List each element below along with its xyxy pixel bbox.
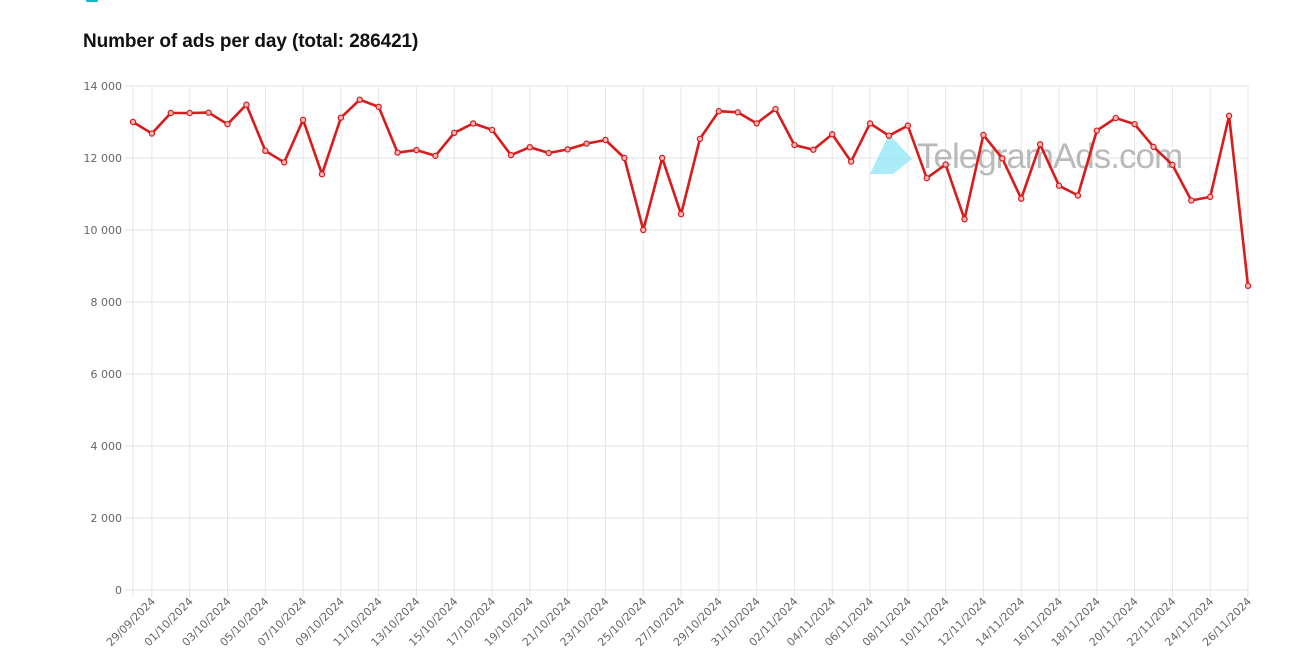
data-point[interactable] bbox=[1188, 197, 1195, 204]
y-tick-label: 12 000 bbox=[84, 152, 123, 165]
data-point[interactable] bbox=[602, 136, 609, 144]
watermark: TelegramAds.com bbox=[870, 134, 1183, 176]
data-point[interactable] bbox=[640, 226, 647, 234]
data-point[interactable] bbox=[961, 215, 968, 223]
y-tick-label: 8 000 bbox=[91, 296, 123, 309]
data-point[interactable] bbox=[677, 210, 685, 218]
data-point[interactable] bbox=[413, 146, 420, 154]
data-point[interactable] bbox=[299, 116, 307, 124]
data-point[interactable] bbox=[715, 107, 723, 115]
data-point[interactable] bbox=[243, 101, 250, 108]
data-point[interactable] bbox=[337, 114, 345, 121]
data-point[interactable] bbox=[469, 120, 477, 127]
data-point[interactable] bbox=[885, 132, 893, 139]
data-point[interactable] bbox=[1244, 282, 1252, 289]
data-point[interactable] bbox=[507, 151, 515, 159]
data-point[interactable] bbox=[658, 154, 666, 162]
data-point[interactable] bbox=[1112, 114, 1119, 122]
data-point[interactable] bbox=[829, 131, 836, 138]
data-point[interactable] bbox=[942, 161, 949, 168]
data-point[interactable] bbox=[923, 174, 930, 182]
data-point[interactable] bbox=[375, 103, 382, 111]
data-point[interactable] bbox=[1225, 112, 1233, 120]
data-point[interactable] bbox=[772, 105, 779, 113]
data-point[interactable] bbox=[999, 155, 1006, 162]
x-axis: 29/09/202401/10/202403/10/202405/10/2024… bbox=[104, 595, 1254, 649]
data-point[interactable] bbox=[564, 146, 571, 153]
data-point[interactable] bbox=[847, 158, 855, 165]
data-point[interactable] bbox=[904, 122, 912, 129]
data-point[interactable] bbox=[583, 140, 590, 147]
paper-plane-icon bbox=[870, 134, 912, 174]
data-point[interactable] bbox=[545, 149, 552, 157]
y-tick-label: 2 000 bbox=[91, 512, 123, 525]
data-point[interactable] bbox=[129, 118, 137, 126]
y-tick-label: 14 000 bbox=[84, 80, 123, 93]
data-point[interactable] bbox=[186, 109, 193, 117]
watermark-text: TelegramAds.com bbox=[917, 137, 1182, 176]
data-point[interactable] bbox=[224, 120, 231, 128]
data-point[interactable] bbox=[1074, 192, 1082, 199]
data-point[interactable] bbox=[696, 135, 704, 143]
data-point[interactable] bbox=[488, 126, 496, 134]
grid-lines bbox=[125, 85, 1249, 597]
data-point[interactable] bbox=[1169, 161, 1176, 169]
data-point[interactable] bbox=[791, 141, 798, 149]
data-point[interactable] bbox=[753, 120, 760, 127]
data-point[interactable] bbox=[621, 154, 628, 162]
data-point[interactable] bbox=[866, 120, 874, 127]
series-line bbox=[132, 98, 1250, 286]
data-point[interactable] bbox=[318, 170, 326, 178]
y-tick-label: 4 000 bbox=[91, 440, 123, 453]
data-point[interactable] bbox=[1036, 141, 1044, 148]
data-point[interactable] bbox=[148, 130, 156, 137]
data-point[interactable] bbox=[526, 143, 534, 151]
chart-title: Number of ads per day (total: 286421) bbox=[83, 31, 419, 52]
data-point[interactable] bbox=[356, 96, 363, 103]
data-point[interactable] bbox=[205, 109, 212, 116]
data-point[interactable] bbox=[1131, 120, 1138, 128]
data-point[interactable] bbox=[432, 152, 439, 160]
data-point[interactable] bbox=[262, 147, 269, 154]
data-point[interactable] bbox=[734, 109, 741, 116]
data-point[interactable] bbox=[980, 131, 987, 139]
y-axis: 0 2 000 4 000 6 000 8 000 10 000 12 000 14 000 bbox=[84, 80, 123, 597]
legend-swatch bbox=[86, 0, 98, 2]
y-tick-label: 10 000 bbox=[84, 224, 123, 237]
data-point[interactable] bbox=[280, 159, 288, 166]
data-point[interactable] bbox=[451, 129, 458, 136]
data-point[interactable] bbox=[810, 146, 817, 153]
y-tick-label: 6 000 bbox=[91, 368, 123, 381]
data-point[interactable] bbox=[1207, 193, 1214, 201]
y-tick-label: 0 bbox=[115, 584, 122, 597]
series-layer bbox=[129, 96, 1252, 289]
data-point[interactable] bbox=[1093, 127, 1101, 134]
data-point[interactable] bbox=[1150, 143, 1157, 151]
data-point[interactable] bbox=[394, 149, 401, 156]
data-point[interactable] bbox=[1055, 182, 1063, 189]
data-point[interactable] bbox=[1018, 195, 1025, 202]
data-point[interactable] bbox=[167, 109, 174, 117]
